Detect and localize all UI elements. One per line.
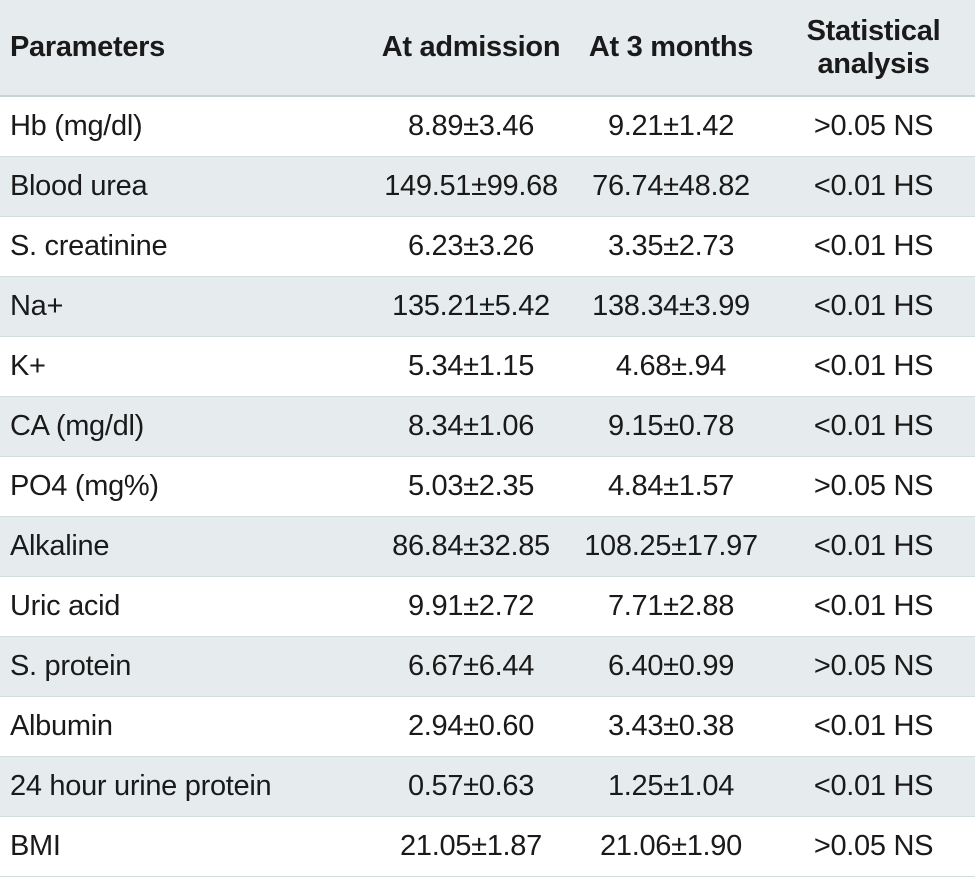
table-row: Albumin 2.94±0.60 3.43±0.38 <0.01 HS — [0, 696, 975, 757]
table-row: Uric acid 9.91±2.72 7.71±2.88 <0.01 HS — [0, 576, 975, 637]
cell-parameter: Blood urea — [0, 156, 372, 217]
cell-analysis: <0.01 HS — [772, 396, 975, 457]
cell-parameter: Albumin — [0, 696, 372, 757]
cell-parameter: S. protein — [0, 636, 372, 697]
cell-at-admission: 8.89±3.46 — [372, 96, 570, 157]
cell-at-3-months: 108.25±17.97 — [570, 516, 772, 577]
cell-at-admission: 5.34±1.15 — [372, 336, 570, 397]
cell-at-admission: 9.91±2.72 — [372, 576, 570, 637]
cell-analysis: <0.01 HS — [772, 516, 975, 577]
table-row: Na+ 135.21±5.42 138.34±3.99 <0.01 HS — [0, 276, 975, 337]
cell-at-admission: 6.67±6.44 — [372, 636, 570, 697]
cell-at-3-months: 4.68±.94 — [570, 336, 772, 397]
cell-parameter: Uric acid — [0, 576, 372, 637]
table-header: Parameters At admission At 3 months Stat… — [0, 0, 975, 97]
cell-analysis: >0.05 NS — [772, 96, 975, 157]
cell-parameter: BMI — [0, 816, 372, 877]
header-parameters: Parameters — [0, 0, 372, 97]
cell-at-admission: 8.34±1.06 — [372, 396, 570, 457]
cell-analysis: <0.01 HS — [772, 696, 975, 757]
cell-analysis: <0.01 HS — [772, 576, 975, 637]
cell-at-3-months: 21.06±1.90 — [570, 816, 772, 877]
cell-parameter: CA (mg/dl) — [0, 396, 372, 457]
table-row: Blood urea 149.51±99.68 76.74±48.82 <0.0… — [0, 156, 975, 217]
cell-parameter: S. creatinine — [0, 216, 372, 277]
header-statistical-analysis: Statistical analysis — [772, 0, 975, 97]
cell-analysis: >0.05 NS — [772, 456, 975, 517]
cell-parameter: PO4 (mg%) — [0, 456, 372, 517]
cell-at-3-months: 3.43±0.38 — [570, 696, 772, 757]
cell-at-3-months: 138.34±3.99 — [570, 276, 772, 337]
header-at-admission: At admission — [372, 0, 570, 97]
table-row: S. creatinine 6.23±3.26 3.35±2.73 <0.01 … — [0, 216, 975, 277]
cell-at-3-months: 1.25±1.04 — [570, 756, 772, 817]
cell-parameter: Alkaline — [0, 516, 372, 577]
header-at-3-months: At 3 months — [570, 0, 772, 97]
cell-analysis: <0.01 HS — [772, 336, 975, 397]
cell-analysis: <0.01 HS — [772, 156, 975, 217]
cell-at-admission: 86.84±32.85 — [372, 516, 570, 577]
cell-analysis: <0.01 HS — [772, 756, 975, 817]
cell-at-admission: 135.21±5.42 — [372, 276, 570, 337]
cell-analysis: <0.01 HS — [772, 276, 975, 337]
cell-parameter: Na+ — [0, 276, 372, 337]
table-row: K+ 5.34±1.15 4.68±.94 <0.01 HS — [0, 336, 975, 397]
cell-analysis: <0.01 HS — [772, 216, 975, 277]
cell-parameter: 24 hour urine protein — [0, 756, 372, 817]
table-row: BMI 21.05±1.87 21.06±1.90 >0.05 NS — [0, 816, 975, 877]
cell-analysis: >0.05 NS — [772, 816, 975, 877]
cell-at-admission: 0.57±0.63 — [372, 756, 570, 817]
table-row: PO4 (mg%) 5.03±2.35 4.84±1.57 >0.05 NS — [0, 456, 975, 517]
cell-at-admission: 21.05±1.87 — [372, 816, 570, 877]
cell-at-admission: 5.03±2.35 — [372, 456, 570, 517]
cell-at-3-months: 9.21±1.42 — [570, 96, 772, 157]
header-row: Parameters At admission At 3 months Stat… — [0, 0, 975, 97]
table-row: Hb (mg/dl) 8.89±3.46 9.21±1.42 >0.05 NS — [0, 96, 975, 157]
table-row: Alkaline 86.84±32.85 108.25±17.97 <0.01 … — [0, 516, 975, 577]
cell-analysis: >0.05 NS — [772, 636, 975, 697]
cell-at-3-months: 76.74±48.82 — [570, 156, 772, 217]
cell-parameter: Hb (mg/dl) — [0, 96, 372, 157]
cell-at-3-months: 7.71±2.88 — [570, 576, 772, 637]
cell-at-3-months: 4.84±1.57 — [570, 456, 772, 517]
cell-at-admission: 2.94±0.60 — [372, 696, 570, 757]
cell-at-3-months: 3.35±2.73 — [570, 216, 772, 277]
cell-at-admission: 149.51±99.68 — [372, 156, 570, 217]
table-body: Hb (mg/dl) 8.89±3.46 9.21±1.42 >0.05 NS … — [0, 96, 975, 877]
cell-at-3-months: 6.40±0.99 — [570, 636, 772, 697]
cell-parameter: K+ — [0, 336, 372, 397]
table-row: S. protein 6.67±6.44 6.40±0.99 >0.05 NS — [0, 636, 975, 697]
cell-at-admission: 6.23±3.26 — [372, 216, 570, 277]
table-row: CA (mg/dl) 8.34±1.06 9.15±0.78 <0.01 HS — [0, 396, 975, 457]
table-row: 24 hour urine protein 0.57±0.63 1.25±1.0… — [0, 756, 975, 817]
cell-at-3-months: 9.15±0.78 — [570, 396, 772, 457]
